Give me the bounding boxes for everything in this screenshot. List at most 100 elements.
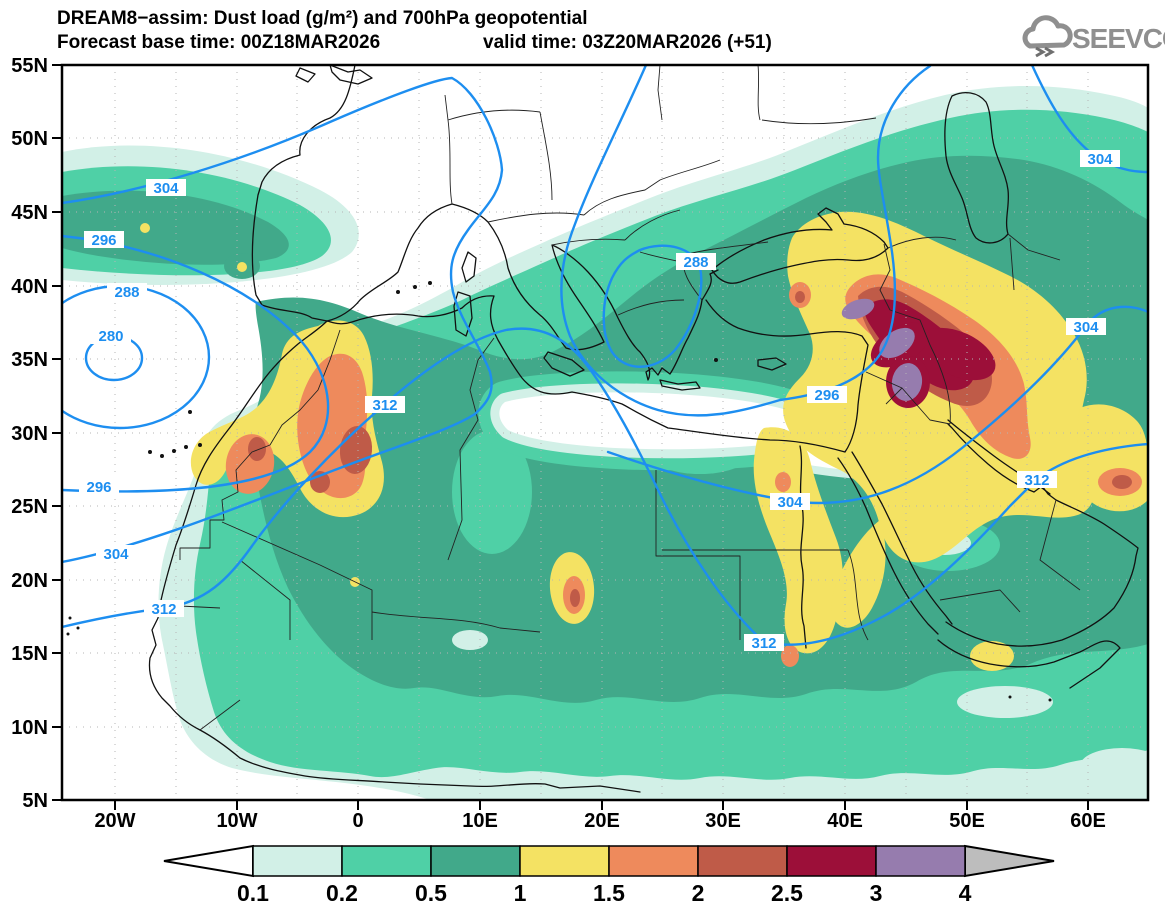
contour-label-text: 304 [777, 494, 803, 511]
y-tick-label: 20N [11, 570, 48, 592]
coastline [453, 251, 787, 391]
contour-label-text: 304 [1073, 319, 1099, 336]
y-tick-label: 30N [11, 423, 48, 445]
contour-label: 304 [1080, 150, 1120, 168]
x-tick-label: 0 [352, 810, 363, 832]
contour-label: 312 [365, 396, 405, 414]
dust-region [570, 589, 580, 607]
colorbar-label: 2 [692, 880, 705, 906]
x-tick-label: 30E [705, 810, 741, 832]
x-tick-label: 50E [949, 810, 985, 832]
colorbar-cell [608, 845, 699, 877]
contour-label: 296 [79, 478, 119, 496]
contour-label-text: 312 [151, 601, 176, 618]
contour-label-text: 296 [91, 232, 116, 249]
y-tick-label: 40N [11, 276, 48, 298]
contour-label-text: 304 [1087, 151, 1113, 168]
contour-label-text: 296 [814, 387, 839, 404]
dust-region [795, 291, 805, 303]
coastline [295, 65, 373, 85]
colorbar-cell [341, 845, 432, 877]
contour-label: 304 [770, 493, 810, 511]
x-tick-label: 20E [584, 810, 620, 832]
colorbar-label: 2.5 [771, 880, 803, 906]
contour-label: 312 [144, 600, 184, 618]
dust-region [248, 437, 266, 461]
y-tick-label: 50N [11, 128, 48, 150]
x-tick-label: 10W [216, 810, 257, 832]
dust-region [781, 645, 799, 667]
logo: SEEVCCC [1022, 15, 1165, 58]
contour-label-group: 280 288 296 296 304 304 312 312 288 296 … [79, 150, 1120, 652]
colorbar-cell [697, 845, 788, 877]
contour-label: 312 [744, 634, 784, 652]
contour-label: 304 [146, 179, 186, 197]
contour-304 [62, 76, 504, 564]
x-tick-label: 20W [94, 810, 135, 832]
coastline [326, 295, 869, 453]
dust-region [831, 520, 886, 628]
colorbar-cell [519, 845, 610, 877]
border [865, 371, 1081, 613]
x-tick-label: 40E [827, 810, 863, 832]
colorbar-label: 0.1 [237, 880, 269, 906]
dust-region [237, 262, 247, 272]
dust-layer-1plus [140, 211, 1148, 671]
y-tick-label: 10N [11, 717, 48, 739]
contour-label-text: 296 [86, 479, 111, 496]
contour-label: 312 [1017, 471, 1057, 489]
border [879, 233, 1061, 425]
x-tick-label: 60E [1070, 810, 1106, 832]
coastlines [66, 65, 1139, 793]
chevron-icon [1035, 46, 1056, 58]
contour-label-text: 312 [751, 635, 776, 652]
contour-label: 304 [96, 545, 136, 563]
dust-region [841, 298, 875, 320]
forecast-base-time: Forecast base time: 00Z18MAR2026 [57, 32, 380, 53]
dust-region [452, 630, 488, 650]
dust-region [1080, 748, 1148, 784]
x-tick-label: 10E [462, 810, 498, 832]
contour-label: 288 [107, 283, 147, 301]
colorbar-label: 0.5 [415, 880, 447, 906]
valid-time: valid time: 03Z20MAR2026 (+51) [483, 32, 772, 53]
coastline [945, 423, 1139, 647]
coastline [851, 451, 953, 625]
axis-ticks [52, 64, 1089, 810]
colorbar-label: 1.5 [593, 880, 625, 906]
contour-296 [62, 234, 330, 493]
dust-region [891, 363, 923, 401]
small-islands [66, 281, 1052, 702]
colorbar-cell [786, 845, 877, 877]
contour-label: 296 [84, 231, 124, 249]
contour-label-text: 304 [153, 180, 179, 197]
contour-296 [560, 65, 932, 417]
dust-region [499, 392, 804, 450]
coastline [799, 445, 807, 649]
contour-label-text: 288 [683, 254, 708, 271]
contour-label: 304 [1066, 318, 1106, 336]
dust-region [1112, 475, 1132, 489]
dust-region [957, 686, 1053, 718]
coastline [251, 65, 719, 381]
contour-label: 280 [91, 327, 131, 345]
contour-label-text: 304 [103, 546, 129, 563]
colorbar-cell [252, 845, 343, 877]
cloud-icon [1022, 15, 1073, 49]
dust-region [775, 472, 791, 492]
y-tick-label: 15N [11, 643, 48, 665]
border [221, 521, 541, 640]
map-title: DREAM8−assim: Dust load (g/m²) and 700hP… [57, 8, 588, 29]
contour-label-text: 312 [372, 397, 397, 414]
colorbar-cell [430, 845, 521, 877]
contour-label-text: 288 [114, 284, 139, 301]
x-axis-labels: 20W 10W 0 10E 20E 30E 40E 50E 60E [94, 810, 1105, 832]
map-canvas: 280 288 296 296 304 304 312 312 288 296 … [62, 65, 1148, 800]
contour-label-text: 280 [98, 328, 123, 345]
contour-312 [62, 327, 1148, 646]
coastline [937, 639, 1121, 689]
y-tick-label: 5N [22, 790, 48, 812]
y-tick-label: 45N [11, 202, 48, 224]
colorbar-label: 4 [959, 880, 972, 906]
